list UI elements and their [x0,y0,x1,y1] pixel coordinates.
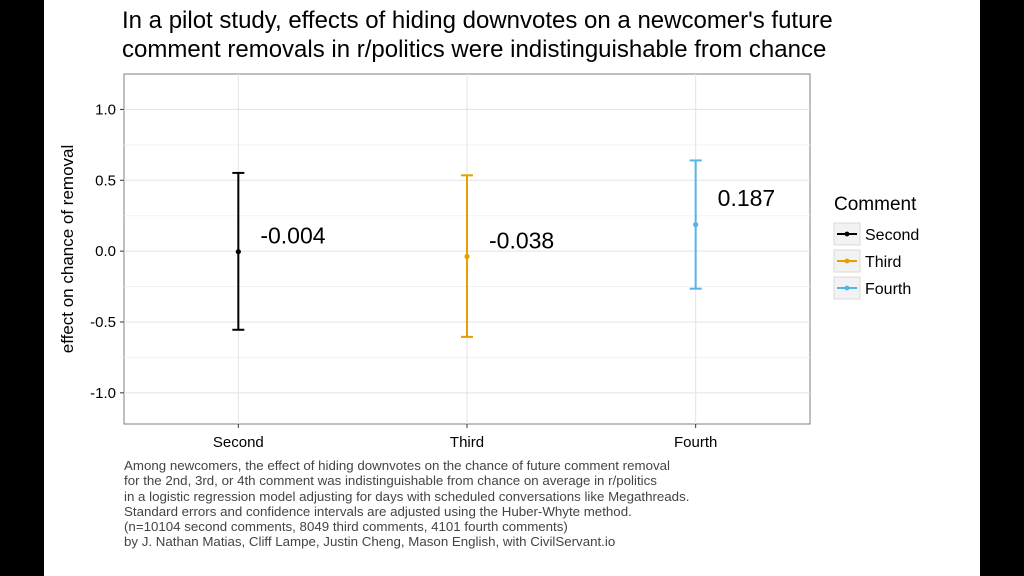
error-bars: -0.004 -0.038 0.187 [232,159,776,338]
y-tick-label: 0.0 [95,243,116,260]
data-label-third: -0.038 [489,228,554,254]
legend: Comment Second Third Fourth [833,194,919,300]
slide: 1.0 0.5 0.0 -0.5 -1.0 Second Third Fourth -0.0… [44,0,980,576]
caption-line: by J. Nathan Matias, Cliff Lampe, Justin… [124,534,616,550]
legend-entry-label: Second [865,227,919,244]
point-second [235,249,241,255]
caption-line: in a logistic regression model adjusting… [124,488,690,504]
legend-key-point [844,258,850,264]
y-tick-label: -0.5 [90,314,116,331]
x-tick-label: Fourth [674,434,717,451]
caption-line: Among newcomers, the effect of hiding do… [124,458,670,473]
x-axis: Second Third Fourth [213,424,717,451]
y-axis: 1.0 0.5 0.0 -0.5 -1.0 [90,101,124,402]
y-tick-label: 0.5 [95,172,116,189]
legend-entry-label: Fourth [865,281,911,298]
y-tick-label: -1.0 [90,385,116,402]
legend-key-point [844,231,850,237]
y-axis-label: effect on chance of removal [58,145,77,354]
title-line: comment removals in r/politics were indi… [122,36,827,63]
point-third [464,253,470,260]
legend-key-point [844,285,850,291]
x-tick-label: Second [213,434,264,451]
errorbar-chart: 1.0 0.5 0.0 -0.5 -1.0 Second Third Fourth -0.0… [58,73,919,451]
data-label-second: -0.004 [260,223,325,249]
title-line: In a pilot study, effects of hiding down… [122,7,833,34]
chart-title: In a pilot study, effects of hiding down… [122,6,972,64]
point-fourth [693,222,699,228]
legend-title: Comment [834,194,917,215]
caption-line: for the 2nd, 3rd, or 4th comment was ind… [124,473,657,489]
caption-line: (n=10104 second comments, 8049 third com… [124,519,568,535]
x-tick-label: Third [450,434,484,451]
y-tick-label: 1.0 [95,101,116,118]
data-label-fourth: 0.187 [718,185,776,211]
caption: Among newcomers, the effect of hiding do… [124,458,924,550]
caption-line: Standard errors and confidence intervals… [124,503,632,519]
legend-entry-label: Third [865,254,901,271]
